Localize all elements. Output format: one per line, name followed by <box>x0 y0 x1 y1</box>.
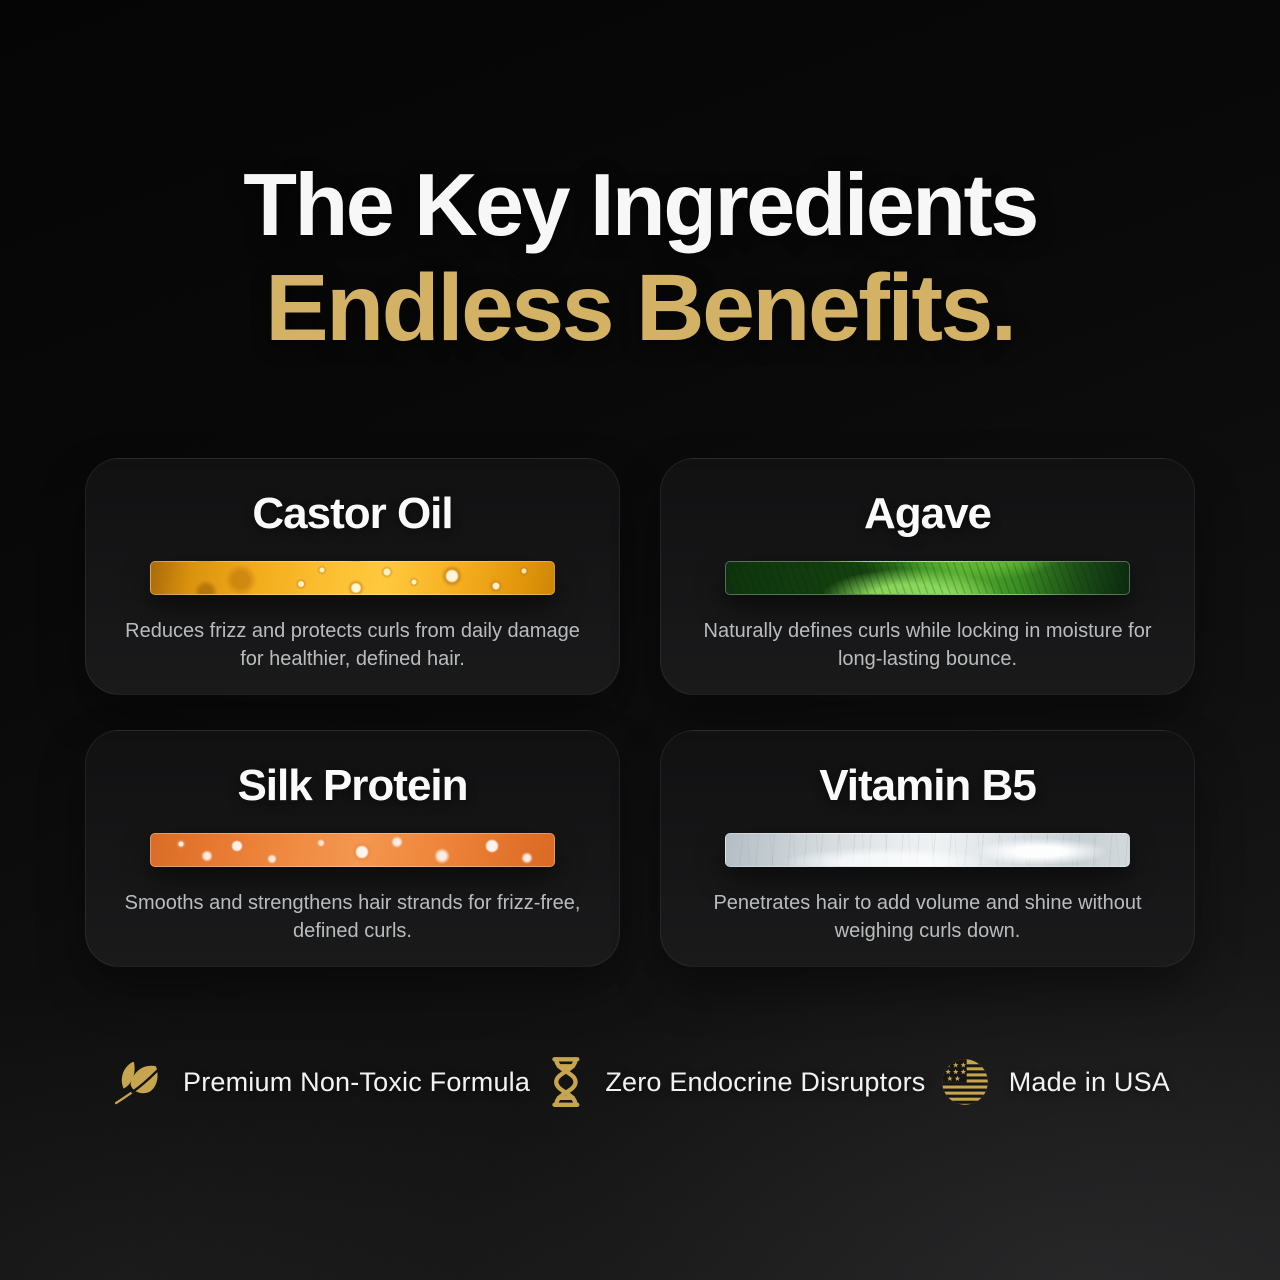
main-title: The Key Ingredients <box>243 155 1039 254</box>
card-description: Naturally defines curls while locking in… <box>703 620 1152 670</box>
card-silk-protein: Silk Protein Smooths and strengthens hai… <box>85 730 620 967</box>
badge-label: Zero Endocrine Disruptors <box>605 1066 926 1097</box>
card-title: Agave <box>863 489 992 538</box>
main-subtitle: Endless Benefits. <box>265 255 1017 362</box>
header: The Key Ingredients Endless Benefits. <box>0 158 1280 356</box>
agave-texture-strip <box>725 561 1130 596</box>
leaf-icon <box>110 1054 166 1110</box>
vitamin-b5-texture-strip <box>725 833 1130 868</box>
card-title: Silk Protein <box>237 761 468 810</box>
dna-icon <box>542 1054 588 1110</box>
card-description: Smooths and strengthens hair strands for… <box>124 892 581 942</box>
silk-protein-texture-strip <box>150 833 555 868</box>
badge-made-in-usa: Made in USA <box>938 1055 1170 1109</box>
card-castor-oil: Castor Oil Reduces frizz and protects cu… <box>85 458 620 695</box>
badges-row: Premium Non-Toxic Formula Zero Endocrine… <box>0 1047 1280 1117</box>
badge-premium-formula: Premium Non-Toxic Formula <box>110 1054 530 1110</box>
usa-flag-icon <box>938 1055 992 1109</box>
card-agave: Agave Naturally defines curls while lock… <box>660 458 1195 695</box>
badge-label: Made in USA <box>1008 1066 1170 1097</box>
badge-label: Premium Non-Toxic Formula <box>183 1066 531 1097</box>
badge-zero-disruptors: Zero Endocrine Disruptors <box>542 1054 925 1110</box>
ingredient-cards-grid: Castor Oil Reduces frizz and protects cu… <box>85 458 1195 967</box>
card-description: Reduces frizz and protects curls from da… <box>125 620 580 670</box>
castor-oil-texture-strip <box>150 561 555 596</box>
card-title: Castor Oil <box>252 489 453 538</box>
card-description: Penetrates hair to add volume and shine … <box>713 892 1142 942</box>
card-title: Vitamin B5 <box>819 761 1037 810</box>
card-vitamin-b5: Vitamin B5 Penetrates hair to add volume… <box>660 730 1195 967</box>
